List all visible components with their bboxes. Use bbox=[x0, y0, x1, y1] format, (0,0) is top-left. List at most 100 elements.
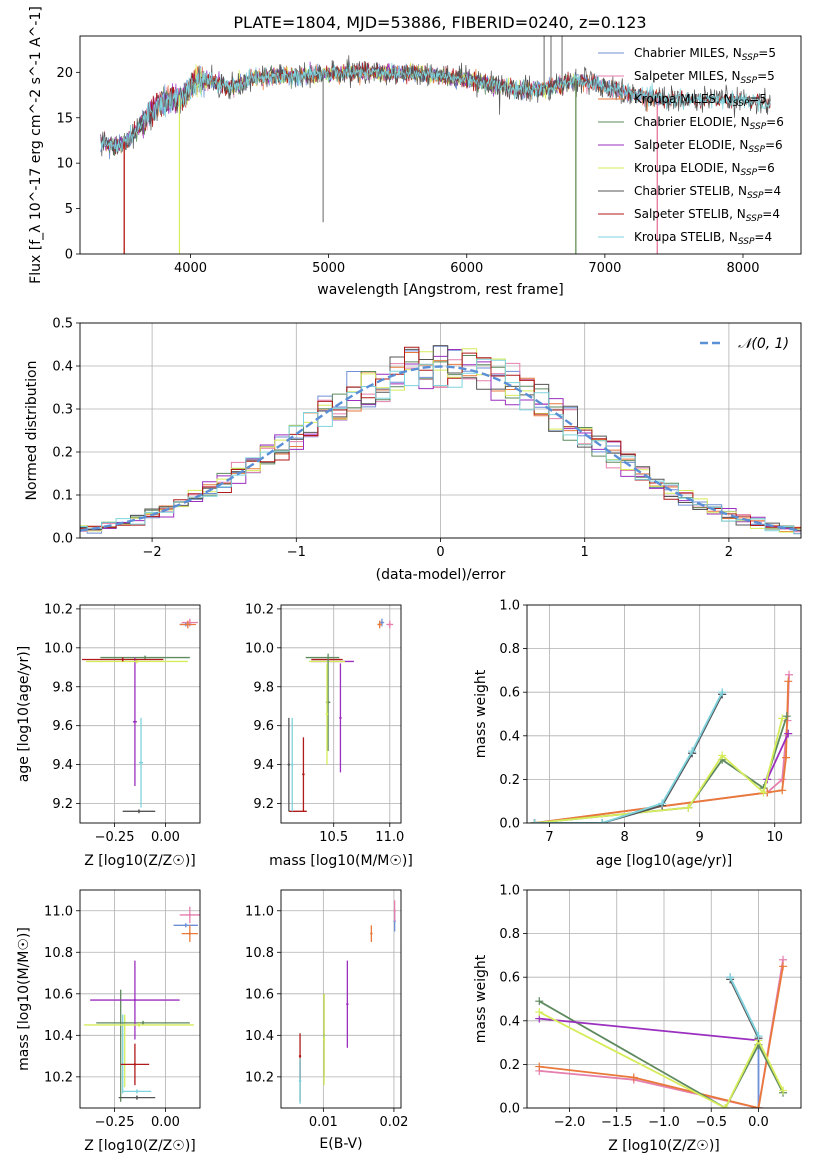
data-point-salpeter-stelib bbox=[302, 773, 305, 776]
series-marker bbox=[658, 799, 667, 808]
x-tick-label: 7000 bbox=[588, 261, 621, 276]
y-tick-label: 10.4 bbox=[44, 1029, 73, 1044]
massweight_vs_Z-panel: −2.0 −1.5 −1.0 −0.5 0.0 0.0 0.2 0.4 0.6 0.8 1.0 Z [… bbox=[473, 884, 802, 1154]
y-tick-label: 10.8 bbox=[245, 946, 274, 961]
series-marker bbox=[535, 997, 544, 1006]
series-line-salpeter-miles bbox=[539, 959, 784, 1108]
series-line-chabrier-miles bbox=[534, 693, 724, 823]
axes-frame bbox=[79, 322, 802, 539]
spectrum-panel: 4000 5000 6000 7000 8000 0 5 10 15 20 wavelength [… bbox=[28, 6, 802, 298]
y-tick-label: 9.4 bbox=[52, 758, 73, 773]
data-point-kroupa-stelib bbox=[298, 1079, 302, 1083]
age_vs_Z-plot-area bbox=[82, 618, 198, 814]
x-tick-label: −1.5 bbox=[601, 1115, 633, 1130]
series-marker bbox=[684, 803, 693, 812]
series-marker bbox=[778, 775, 787, 784]
data-point-kroupa-stelib bbox=[291, 763, 294, 766]
x-tick-label: −2.0 bbox=[554, 1115, 586, 1130]
series-marker bbox=[629, 1073, 638, 1082]
y-tick-label: 0.4 bbox=[499, 1014, 520, 1029]
legend-label: Chabrier ELODIE, NSSP=6 bbox=[634, 115, 784, 132]
y-tick-label: 0.8 bbox=[499, 927, 520, 942]
data-point-chabrier-stelib bbox=[137, 810, 141, 813]
x-tick-label: 0.01 bbox=[309, 1115, 338, 1130]
data-point-chabrier-stelib bbox=[287, 763, 291, 766]
y-axis-label: mass weight bbox=[473, 669, 489, 758]
series-line-chabrier-stelib bbox=[534, 693, 724, 823]
series-marker bbox=[718, 751, 727, 760]
series-line-chabrier-elodie bbox=[538, 1000, 784, 1108]
y-tick-label: 10.6 bbox=[245, 987, 274, 1002]
data-point-kroupa-miles bbox=[378, 623, 381, 626]
legend-label: Salpeter MILES, NSSP=5 bbox=[634, 69, 775, 86]
series-marker bbox=[726, 973, 735, 982]
x-tick-label: 0.0 bbox=[748, 1115, 769, 1130]
y-tick-label: 0.4 bbox=[499, 729, 520, 744]
y-tick-label: 0.3 bbox=[52, 403, 73, 418]
y-tick-label: 0.6 bbox=[499, 686, 520, 701]
residuals-plot-area bbox=[80, 345, 801, 535]
x-tick-label: 9 bbox=[696, 830, 704, 845]
massweight_vs_age-plot-area bbox=[530, 670, 793, 823]
series-marker bbox=[535, 1062, 544, 1071]
axes-frame bbox=[280, 604, 402, 824]
x-tick-label: 1 bbox=[581, 545, 589, 560]
y-tick-label: 5 bbox=[65, 202, 73, 217]
legend-label: Kroupa ELODIE, NSSP=6 bbox=[634, 161, 775, 178]
y-tick-label: 10.0 bbox=[245, 641, 274, 656]
x-axis-label: age [log10(age/yr)] bbox=[596, 853, 732, 869]
y-tick-label: 10.4 bbox=[245, 1029, 274, 1044]
x-axis-label: mass [log10(M/M☉)] bbox=[269, 853, 413, 869]
y-tick-label: 9.2 bbox=[253, 797, 274, 812]
y-tick-label: 9.4 bbox=[253, 758, 274, 773]
y-axis-label: Flux [f_λ 10^-17 erg cm^-2 s^-1 A^-1] bbox=[28, 6, 44, 284]
y-tick-label: 9.8 bbox=[52, 680, 73, 695]
mass_vs_Z-plot-area bbox=[84, 906, 200, 1102]
series-marker bbox=[718, 688, 727, 697]
axes-frame bbox=[526, 604, 802, 824]
y-tick-label: 10.2 bbox=[44, 602, 73, 617]
legend-label: Chabrier STELIB, NSSP=4 bbox=[634, 184, 781, 201]
x-tick-label: −0.25 bbox=[95, 1115, 135, 1130]
x-tick-label: 0.02 bbox=[379, 1115, 408, 1130]
y-tick-label: 0.2 bbox=[499, 773, 520, 788]
series-marker bbox=[784, 670, 793, 679]
data-point-salpeter-elodie bbox=[133, 998, 137, 1002]
x-tick-label: 6000 bbox=[450, 261, 483, 276]
data-point-kroupa-miles bbox=[186, 623, 189, 626]
x-axis-label: Z [log10(Z/Z☉)] bbox=[84, 1138, 196, 1154]
spectrum-line-kroupa-stelib bbox=[100, 62, 771, 153]
y-tick-label: 10.8 bbox=[44, 946, 73, 961]
data-point-salpeter-elodie bbox=[346, 1002, 349, 1006]
series-marker bbox=[778, 786, 787, 795]
residuals-panel: −2 −1 0 1 2 0.0 0.1 0.2 0.3 0.4 0.5 (data-model)/er… bbox=[24, 317, 802, 583]
x-tick-label: −1.0 bbox=[648, 1115, 680, 1130]
data-point-chabrier-elodie bbox=[141, 1021, 145, 1025]
y-tick-label: 9.6 bbox=[52, 719, 73, 734]
y-tick-label: 9.8 bbox=[253, 680, 274, 695]
series-line-kroupa-miles bbox=[534, 681, 790, 823]
y-tick-label: 10.6 bbox=[44, 987, 73, 1002]
massweight_vs_Z-plot-area bbox=[535, 955, 788, 1108]
data-point-salpeter-miles bbox=[393, 909, 396, 912]
y-tick-label: 20 bbox=[56, 66, 73, 81]
data-point-salpeter-stelib bbox=[121, 658, 124, 661]
y-tick-label: 1.0 bbox=[499, 884, 520, 899]
legend-label: Chabrier MILES, NSSP=5 bbox=[634, 46, 776, 63]
series-line-chabrier-stelib bbox=[729, 979, 760, 1039]
axes-frame bbox=[526, 889, 802, 1109]
data-point-chabrier-miles bbox=[380, 621, 384, 624]
y-tick-label: 10.2 bbox=[245, 602, 274, 617]
x-tick-label: 2 bbox=[725, 545, 733, 560]
series-line-salpeter-elodie bbox=[766, 733, 790, 780]
series-line-kroupa-elodie bbox=[538, 1011, 784, 1108]
data-point-kroupa-elodie bbox=[135, 660, 139, 663]
series-marker bbox=[721, 1104, 730, 1108]
legend-label: 𝒩(0, 1) bbox=[738, 336, 789, 352]
x-tick-label: 10 bbox=[766, 830, 783, 845]
x-axis-label: Z [log10(Z/Z☉)] bbox=[84, 853, 196, 869]
y-tick-label: 0.2 bbox=[52, 446, 73, 461]
data-point-kroupa-elodie bbox=[322, 1038, 326, 1041]
histogram-chabrier-stelib bbox=[80, 345, 801, 531]
x-tick-label: 0 bbox=[436, 545, 444, 560]
